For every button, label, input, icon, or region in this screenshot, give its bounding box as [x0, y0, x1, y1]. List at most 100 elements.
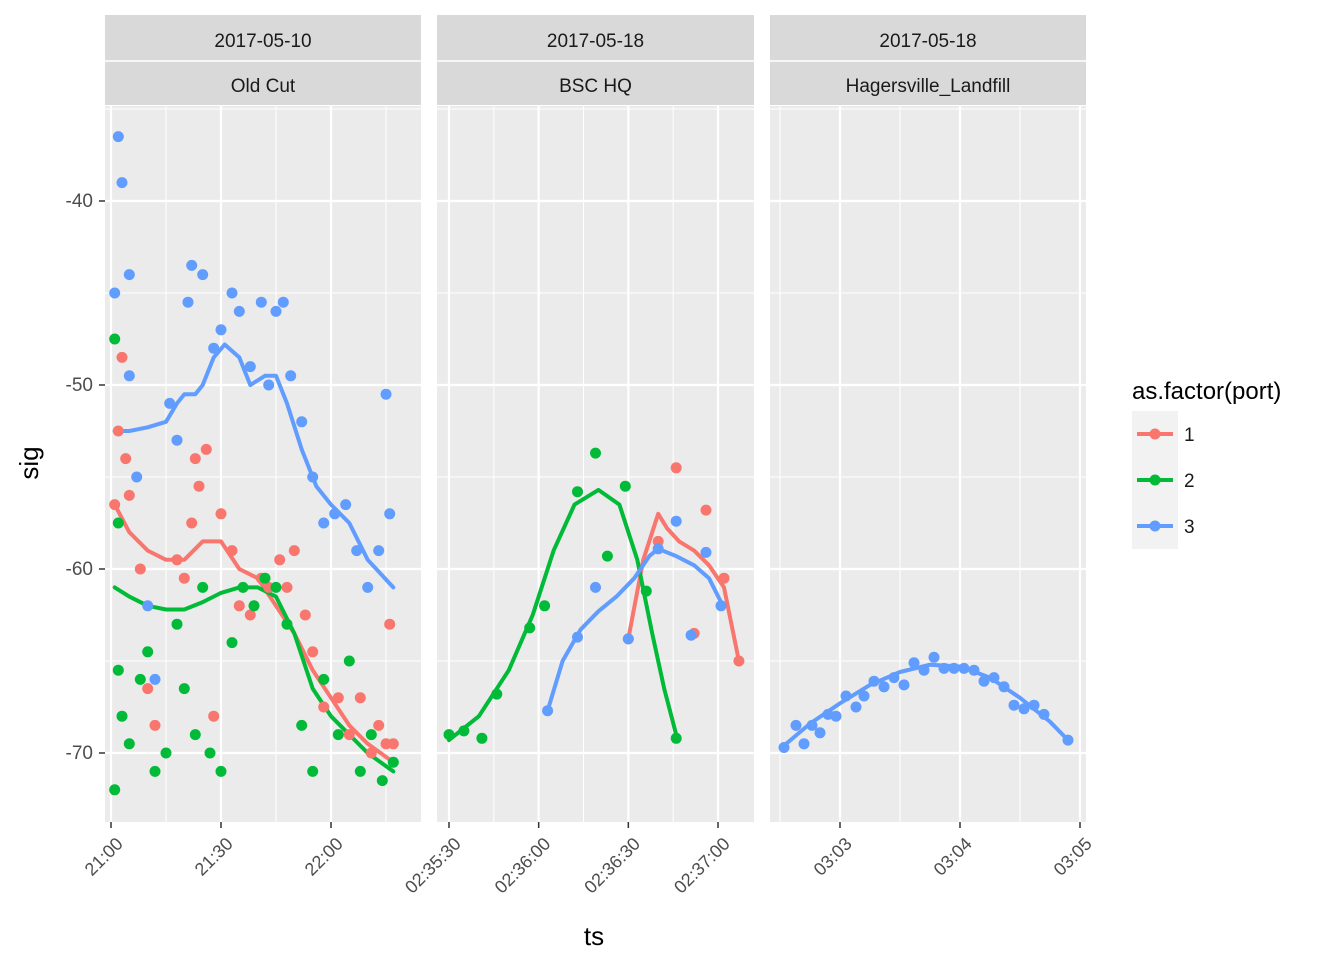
data-point-port-1 [354, 692, 366, 704]
x-tick-label: 03:03 [810, 834, 856, 880]
data-point-port-2 [296, 719, 308, 731]
data-point-port-3 [958, 662, 970, 674]
legend-label-1: 1 [1184, 425, 1195, 446]
data-point-port-3 [798, 738, 810, 750]
data-point-port-3 [149, 673, 161, 685]
data-point-port-3 [164, 397, 176, 409]
data-point-port-3 [998, 681, 1010, 693]
data-point-port-3 [590, 581, 601, 593]
data-point-port-3 [858, 690, 870, 702]
legend: as.factor(port) 1 2 3 [1132, 378, 1281, 549]
data-point-port-3 [840, 690, 852, 702]
data-point-port-2 [178, 683, 190, 695]
x-tick-label: 02:36:00 [491, 834, 555, 898]
data-point-port-3 [255, 296, 267, 308]
data-point-port-3 [1018, 703, 1030, 715]
data-point-port-2 [134, 673, 146, 685]
data-point-port-2 [116, 710, 128, 722]
y-tick-label: -40 [66, 191, 93, 212]
data-point-port-2 [112, 517, 124, 529]
data-point-port-1 [281, 581, 293, 593]
data-point-port-1 [208, 710, 220, 722]
data-point-port-2 [365, 729, 377, 741]
data-point-port-1 [112, 425, 124, 437]
data-point-port-3 [888, 672, 900, 684]
data-point-port-2 [281, 618, 293, 630]
data-point-port-3 [868, 675, 880, 687]
data-point-port-3 [1028, 699, 1040, 711]
smooth-line-port-3 [112, 342, 396, 590]
data-point-port-3 [1062, 734, 1074, 746]
data-point-port-2 [640, 585, 652, 597]
y-axis-title: sig [14, 446, 44, 479]
data-point-port-1 [109, 499, 121, 511]
data-point-port-3 [329, 508, 341, 520]
data-point-port-3 [622, 633, 634, 645]
data-point-port-3 [208, 342, 220, 354]
data-point-port-2 [443, 729, 455, 741]
x-tick-label: 02:37:00 [670, 834, 734, 898]
data-point-port-2 [142, 646, 154, 658]
data-point-port-3 [226, 287, 238, 299]
data-point-port-2 [226, 637, 238, 649]
data-point-port-1 [733, 655, 745, 667]
data-point-port-2 [354, 765, 366, 777]
data-point-port-3 [572, 631, 583, 643]
data-point-port-3 [542, 705, 554, 717]
strip-site-label: Old Cut [231, 76, 296, 97]
data-point-port-2 [109, 333, 121, 345]
data-point-port-1 [134, 563, 146, 575]
panel-background-2 [437, 106, 754, 822]
data-point-port-2 [307, 765, 319, 777]
data-point-port-3 [790, 719, 802, 731]
data-point-port-3 [296, 416, 308, 428]
data-point-port-3 [123, 269, 135, 281]
x-tick-label: 22:00 [301, 834, 347, 880]
data-point-port-3 [670, 515, 682, 527]
data-point-port-3 [908, 657, 920, 669]
data-point-port-3 [307, 471, 319, 483]
panels-layer: 2017-05-10 Old Cut 2017-05-18 BSC HQ 2017-05… [105, 15, 1086, 822]
strip-date-label: 2017-05-10 [214, 31, 311, 52]
data-point-port-1 [215, 508, 227, 520]
data-point-port-1 [288, 545, 300, 557]
data-point-port-2 [619, 480, 631, 492]
data-point-port-2 [123, 738, 135, 750]
data-point-port-3 [318, 517, 330, 529]
legend-label-3: 3 [1184, 517, 1195, 538]
data-point-port-2 [270, 581, 282, 593]
data-point-port-3 [814, 727, 826, 739]
data-point-port-3 [898, 679, 910, 691]
data-point-port-3 [715, 600, 727, 612]
data-point-port-1 [120, 453, 132, 465]
data-point-port-3 [685, 629, 697, 641]
strip-2 [437, 15, 754, 105]
data-point-port-3 [112, 131, 124, 143]
data-point-port-1 [189, 453, 201, 465]
data-point-port-1 [193, 480, 205, 492]
data-point-port-2 [189, 729, 201, 741]
data-point-port-3 [652, 543, 664, 555]
data-point-port-2 [259, 572, 271, 584]
data-point-port-3 [244, 361, 256, 373]
data-point-port-3 [263, 379, 275, 391]
data-point-port-3 [215, 324, 227, 336]
legend-key-point-3 [1149, 520, 1161, 532]
data-point-port-3 [186, 259, 198, 271]
data-point-port-1 [387, 738, 399, 750]
x-tick-label: 03:05 [1050, 834, 1096, 880]
data-point-port-3 [285, 370, 297, 382]
x-tick-label: 21:00 [81, 834, 127, 880]
y-tick-label: -60 [66, 559, 93, 580]
data-point-port-3 [1008, 699, 1020, 711]
data-point-port-2 [387, 756, 399, 768]
data-point-port-2 [572, 486, 583, 498]
data-point-port-2 [343, 655, 355, 667]
data-point-port-1 [343, 729, 355, 741]
data-point-port-2 [160, 747, 172, 759]
data-point-port-1 [123, 489, 135, 501]
data-point-port-1 [373, 719, 385, 731]
data-point-port-1 [186, 517, 198, 529]
data-point-port-2 [476, 732, 488, 744]
data-point-port-1 [700, 504, 712, 516]
